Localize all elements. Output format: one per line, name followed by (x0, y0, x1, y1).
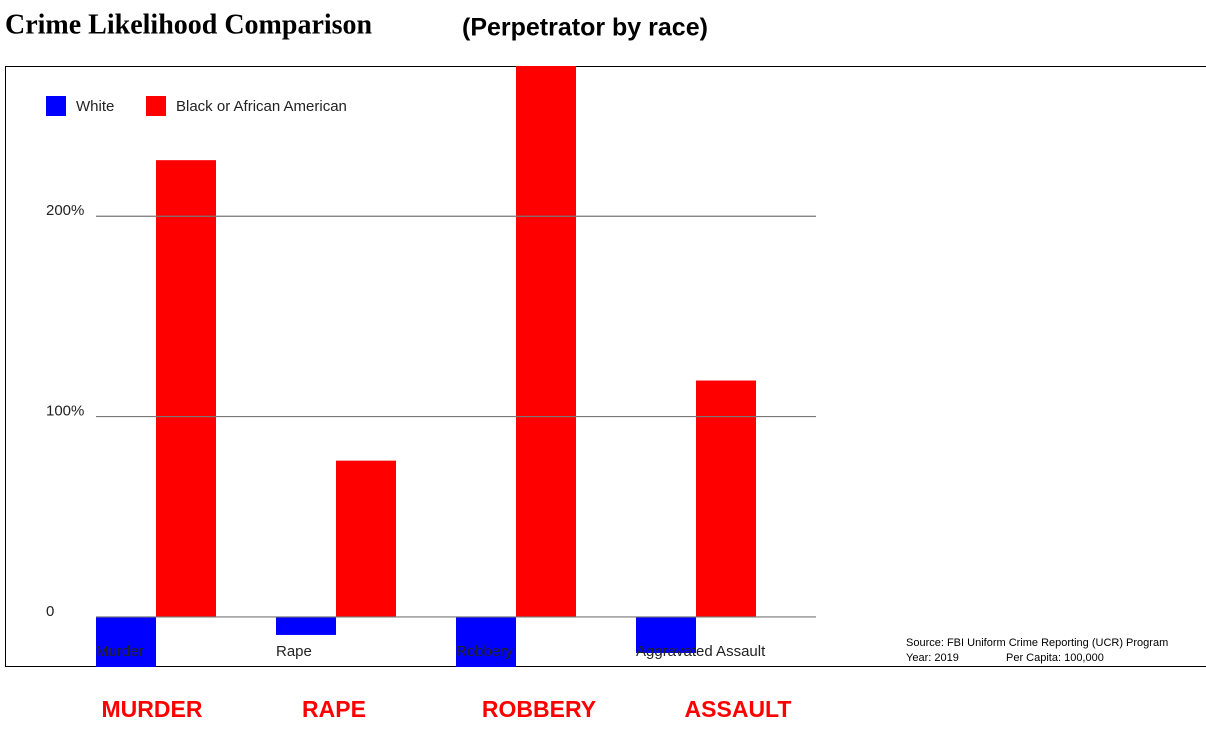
y-tick-label: 100% (46, 403, 84, 420)
x-tick-label: Murder (96, 643, 144, 660)
footer-label: ROBBERY (482, 696, 596, 722)
bar (516, 66, 576, 617)
per-capita-note: Per Capita: 100,000 (1006, 652, 1104, 664)
chart-frame (5, 66, 1206, 667)
bar (456, 616, 516, 667)
x-tick-label: Robbery (456, 643, 513, 660)
footer-label: MURDER (102, 696, 203, 722)
source-note: Source: FBI Uniform Crime Reporting (UCR… (906, 637, 1168, 649)
y-tick-label: 0 (46, 603, 54, 620)
chart-title: Crime Likelihood Comparison (5, 9, 373, 40)
y-tick-label: 200% (46, 202, 84, 219)
x-tick-label: Aggravated Assault (636, 643, 766, 660)
legend-swatch (46, 96, 66, 116)
chart-subtitle: (Perpetrator by race) (462, 14, 708, 42)
bar (696, 380, 756, 617)
plot-area (96, 66, 756, 667)
bar (336, 460, 396, 617)
legend-label: White (76, 98, 114, 115)
bar (276, 616, 336, 635)
x-tick-label: Rape (276, 643, 312, 660)
footer-label: RAPE (302, 696, 366, 722)
footer-label: ASSAULT (685, 696, 792, 722)
legend-label: Black or African American (176, 98, 347, 115)
year-note: Year: 2019 (906, 652, 959, 664)
bar (96, 616, 156, 667)
legend-swatch (146, 96, 166, 116)
bar (636, 616, 696, 653)
bar (156, 160, 216, 617)
